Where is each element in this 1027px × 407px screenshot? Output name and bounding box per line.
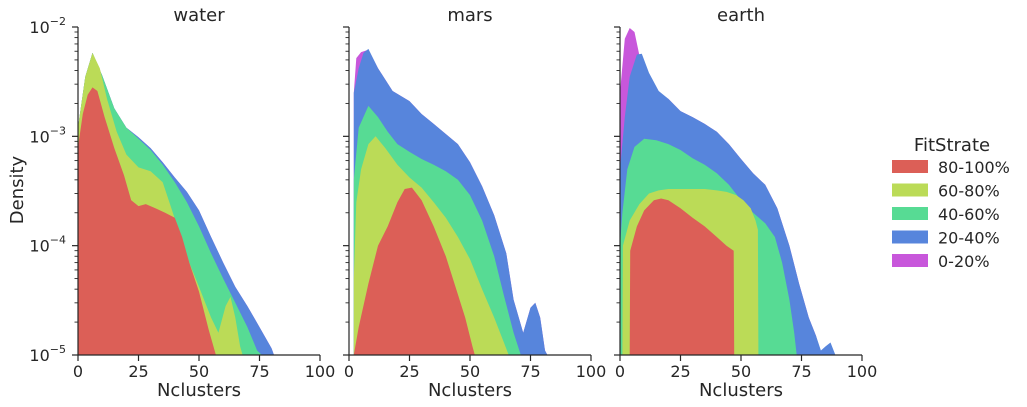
x-tick-label: 0 xyxy=(615,362,625,381)
x-tick-label: 50 xyxy=(731,362,751,381)
area-mars-80-100% xyxy=(353,187,475,355)
legend-label: 0-20% xyxy=(938,252,990,271)
legend-swatch xyxy=(892,230,928,244)
x-tick-label: 0 xyxy=(73,362,83,381)
x-axis-label: Nclusters xyxy=(428,380,512,401)
x-axis-label: Nclusters xyxy=(699,380,783,401)
legend-swatch xyxy=(892,254,928,267)
panel-title: mars xyxy=(447,5,492,26)
y-tick-label: 10−5 xyxy=(29,343,66,365)
x-tick-label: 50 xyxy=(189,362,209,381)
legend-label: 60-80% xyxy=(938,182,1000,201)
y-axis-label: Density xyxy=(7,155,28,224)
area-earth-80-100% xyxy=(629,198,735,355)
panel-title: water xyxy=(173,5,225,26)
y-tick-label: 10−3 xyxy=(29,124,66,146)
legend-label: 20-40% xyxy=(938,229,1000,248)
x-tick-label: 75 xyxy=(249,362,269,381)
panels: 0 25 50 75 100 10−5 10−4 10−3 10−2 water Nclusters… xyxy=(29,5,877,401)
areas xyxy=(353,48,548,355)
x-tick-label: 25 xyxy=(399,362,419,381)
legend-title: FitStrate xyxy=(914,135,990,156)
legend-label: 40-60% xyxy=(938,205,1000,224)
areas xyxy=(620,28,836,355)
y-axis-label-group: Density xyxy=(7,155,28,224)
x-tick-label: 50 xyxy=(460,362,480,381)
y-tick-label: 10−2 xyxy=(29,15,66,37)
x-axis-label: Nclusters xyxy=(157,380,241,401)
x-tick-label: 25 xyxy=(670,362,690,381)
y-tick-label: 10−4 xyxy=(29,234,66,256)
panel-earth: 0 25 50 75 100 earth Nclusters xyxy=(614,5,877,401)
x-tick-label: 25 xyxy=(128,362,148,381)
x-tick-label: 100 xyxy=(576,362,607,381)
legend-swatch xyxy=(892,160,928,173)
legend-label: 80-100% xyxy=(938,158,1010,177)
x-tick-label: 0 xyxy=(344,362,354,381)
x-tick-label: 75 xyxy=(520,362,540,381)
panel-title: earth xyxy=(717,5,765,26)
panel-water: 0 25 50 75 100 10−5 10−4 10−3 10−2 water Nclusters xyxy=(29,5,335,401)
legend: FitStrate 80-100% 60-80% 40-60% 20-40% 0-20% xyxy=(892,135,1010,271)
x-tick-label: 100 xyxy=(847,362,878,381)
x-tick-label: 100 xyxy=(305,362,336,381)
area-water-80-100% xyxy=(78,87,216,355)
areas xyxy=(78,52,274,355)
panel-mars: 0 25 50 75 100 mars Nclusters xyxy=(343,5,606,401)
legend-swatch xyxy=(892,183,928,197)
x-tick-label: 75 xyxy=(791,362,811,381)
legend-swatch xyxy=(892,207,928,220)
